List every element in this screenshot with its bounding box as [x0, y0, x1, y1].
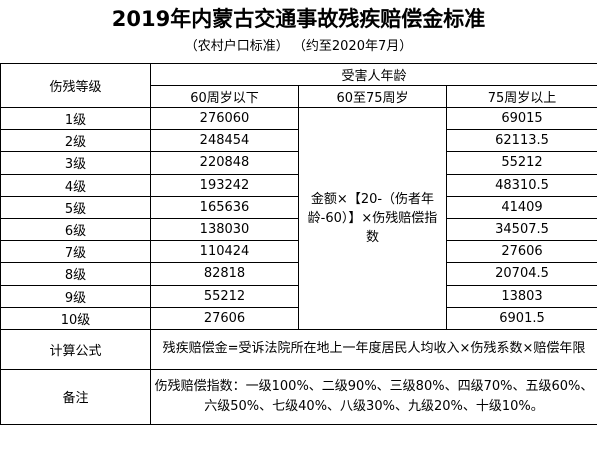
grade-cell: 1级	[0, 106, 151, 131]
note-label: 备注	[0, 368, 151, 425]
grade-cell: 9级	[0, 284, 151, 308]
grade-cell: 4级	[0, 173, 151, 197]
grade-cell: 5级	[0, 195, 151, 219]
table-row: 5级 165636 41409	[0, 195, 597, 219]
over-75-value: 27606	[445, 240, 597, 264]
grade-cell: 10级	[0, 306, 151, 330]
over-75-value: 34507.5	[445, 217, 597, 242]
under-60-value: 165636	[150, 195, 299, 219]
header-under-60: 60周岁以下	[150, 85, 299, 108]
over-75-value: 13803	[445, 284, 597, 308]
header-row-1: 伤残等级 受害人年龄	[0, 63, 597, 108]
over-75-value: 6901.5	[445, 306, 597, 330]
over-75-value: 62113.5	[445, 129, 597, 153]
table-row: 10级 27606 6901.5	[0, 306, 597, 330]
over-75-value: 55212	[445, 151, 597, 175]
under-60-value: 220848	[150, 151, 299, 175]
under-60-value: 276060	[150, 106, 299, 131]
under-60-value: 193242	[150, 173, 299, 197]
header-over-75: 75周岁以上	[445, 85, 597, 108]
grade-cell: 6级	[0, 217, 151, 242]
header-age-group: 受害人年龄	[149, 63, 597, 86]
grade-cell: 3级	[0, 151, 151, 175]
over-75-value: 41409	[445, 195, 597, 219]
table-row: 1级 276060 金额×【20-（伤者年龄-60）】×伤残赔偿指数 69015	[0, 106, 597, 330]
over-75-value: 69015	[445, 106, 597, 131]
header-grade: 伤残等级	[0, 63, 151, 108]
note-row: 备注 伤残赔偿指数：一级100%、二级90%、三级80%、四级70%、五级60%、…	[0, 368, 597, 425]
header-60-to-75: 60至75周岁	[298, 85, 447, 108]
age-60-75-formula: 金额×【20-（伤者年龄-60）】×伤残赔偿指数	[298, 107, 447, 330]
note-text: 伤残赔偿指数：一级100%、二级90%、三级80%、四级70%、五级60%、六级…	[149, 368, 597, 425]
over-75-value: 48310.5	[445, 173, 597, 197]
grade-cell: 8级	[0, 262, 151, 286]
table-row: 8级 82818 20704.5	[0, 262, 597, 286]
grade-cell: 7级	[0, 240, 151, 264]
table-row: 4级 193242 48310.5	[0, 173, 597, 197]
over-75-value: 20704.5	[445, 262, 597, 286]
page-subtitle: （农村户口标准） （约至2020年7月）	[184, 39, 413, 54]
grade-cell: 2级	[0, 129, 151, 153]
page-title: 2019年内蒙古交通事故残疾赔偿金标准	[111, 7, 486, 31]
table-row: 2级 248454 62113.5	[0, 129, 597, 153]
formula-text: 残疾赔偿金=受诉法院所在地上一年度居民人均收入×伤残系数×赔偿年限	[149, 328, 597, 370]
table-row: 6级 138030 34507.5	[0, 217, 597, 242]
compensation-table: 伤残等级 受害人年龄 60周岁以下 60至75周岁 75周岁以上 1级 27606…	[0, 63, 597, 425]
under-60-value: 82818	[150, 262, 299, 286]
formula-row: 计算公式 残疾赔偿金=受诉法院所在地上一年度居民人均收入×伤残系数×赔偿年限	[0, 328, 597, 370]
under-60-value: 248454	[150, 129, 299, 153]
under-60-value: 55212	[150, 284, 299, 308]
under-60-value: 27606	[150, 306, 299, 330]
under-60-value: 110424	[150, 240, 299, 264]
formula-label: 计算公式	[0, 328, 151, 370]
table-row: 7级 110424 27606	[0, 240, 597, 264]
table-row: 9级 55212 13803	[0, 284, 597, 308]
under-60-value: 138030	[150, 217, 299, 242]
